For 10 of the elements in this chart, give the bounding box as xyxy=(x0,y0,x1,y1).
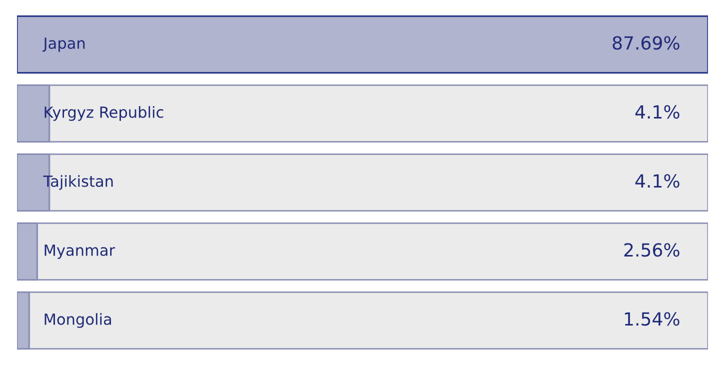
y-tick-label: Tajikistan xyxy=(43,175,113,190)
y-tick-label: Mongolia xyxy=(44,313,111,328)
data-label: 4.1% xyxy=(635,105,680,119)
data-label: 87.69% xyxy=(612,36,680,50)
data-label: 2.56% xyxy=(624,243,680,257)
data-label: 4.1% xyxy=(635,174,680,188)
y-tick-label: Japan xyxy=(42,38,85,52)
y-tick-label: Kyrgyz Republic xyxy=(44,106,164,121)
y-tick-label: Myanmar xyxy=(44,244,116,259)
data-label: 1.54% xyxy=(624,312,680,326)
